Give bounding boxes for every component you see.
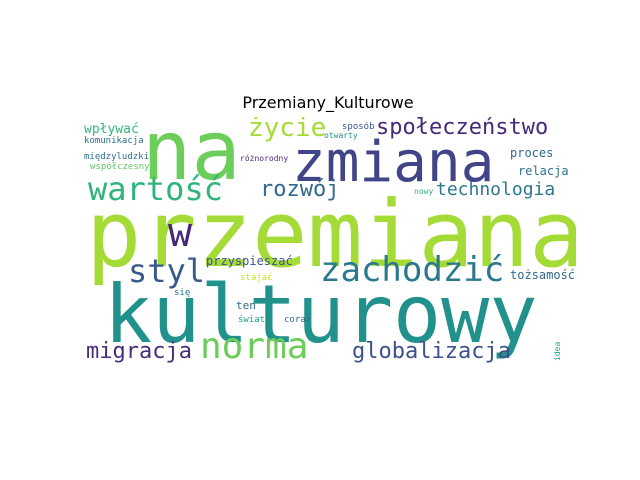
word-technologia: technologia xyxy=(436,179,556,200)
word-idea: idea xyxy=(553,341,562,361)
word-nowy: nowy xyxy=(414,187,434,196)
word-globalizacja: globalizacja xyxy=(352,339,511,364)
word-ten: ten xyxy=(236,299,256,312)
word-zachodzic: zachodzić xyxy=(320,250,505,290)
word-cloud: przemiana kulturowy na zmiana wartość ży… xyxy=(80,117,576,365)
word-otwarty: otwarty xyxy=(324,131,358,140)
word-styl: styl xyxy=(128,252,206,290)
word-zycie: życie xyxy=(248,117,327,143)
word-rozwoj: rozwój xyxy=(260,177,340,202)
word-wplywac: wpływać xyxy=(84,122,139,137)
word-roznorodny: różnorodny xyxy=(240,154,289,163)
word-coraz: coraz xyxy=(284,315,312,325)
word-tozsamosc: tożsamość xyxy=(510,268,576,282)
word-przyspieszac: przyspieszać xyxy=(206,254,293,268)
word-zmiana: zmiana xyxy=(292,130,495,195)
word-stajac: stajać xyxy=(240,273,273,283)
word-miedzyludzki: międzyludzki xyxy=(84,152,150,162)
word-norma: norma xyxy=(200,326,309,365)
word-sposob: sposób xyxy=(342,122,375,132)
word-przemiana: przemiana xyxy=(86,181,576,288)
word-migracja: migracja xyxy=(86,339,192,364)
word-w: w xyxy=(168,210,193,256)
word-komunikacja: komunikacja xyxy=(84,136,144,146)
word-wartosc: wartość xyxy=(88,170,223,208)
word-wspolczesny: współczesny xyxy=(90,162,150,172)
word-sie: się xyxy=(174,288,191,298)
word-relacja: relacja xyxy=(518,164,569,178)
word-na: na xyxy=(142,117,241,199)
word-spoleczenstwo: społeczeństwo xyxy=(376,117,549,140)
chart-title: Przemiany_Kulturowe xyxy=(242,93,414,112)
word-swiat: świat xyxy=(238,315,266,325)
word-kulturowy: kulturowy xyxy=(104,268,538,361)
word-proces: proces xyxy=(510,146,554,160)
